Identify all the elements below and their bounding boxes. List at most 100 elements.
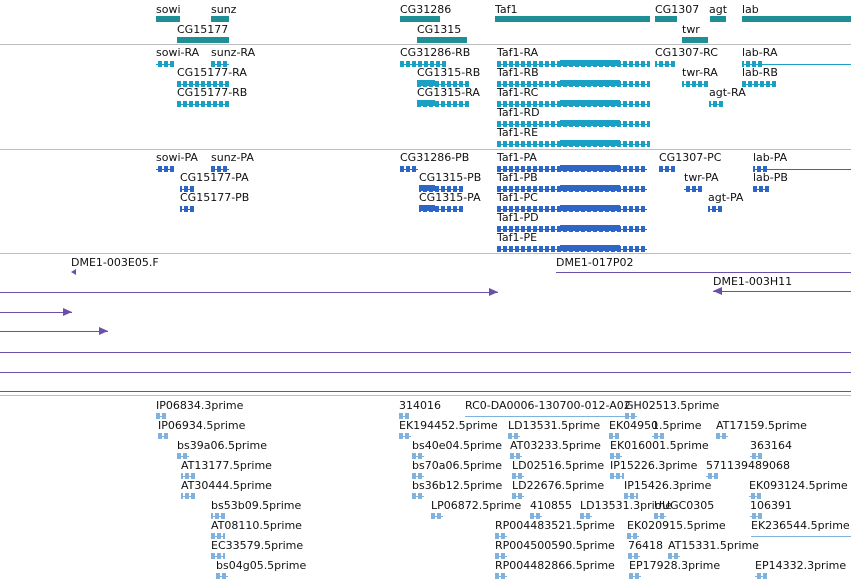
transcripts-label-taf1-ra[interactable]: Taf1-RA (497, 46, 539, 59)
genes-label-sunz[interactable]: sunz (211, 3, 237, 16)
ests-label-ip15226-3prime[interactable]: IP15226.3prime (610, 459, 698, 472)
ests-label-at03233-5prime[interactable]: AT03233.5prime (510, 439, 601, 452)
gene-cg15177[interactable] (177, 37, 229, 43)
est-ld02516-5prime[interactable] (512, 473, 524, 479)
protein-sunz-pa[interactable] (211, 166, 229, 172)
proteins-label-twr-pa[interactable]: twr-PA (684, 171, 719, 184)
transcript-twr-ra[interactable] (682, 81, 708, 87)
est-uugc0305[interactable] (654, 513, 666, 519)
proteins-label-taf1-pa[interactable]: Taf1-PA (497, 151, 537, 164)
ests-label-bs36b12-5prime[interactable]: bs36b12.5prime (412, 479, 503, 492)
gene-twr[interactable] (682, 37, 708, 43)
ests-label-at15331-5prime[interactable]: AT15331.5prime (668, 539, 759, 552)
est-ek194452-5prime[interactable] (399, 433, 411, 439)
est-76418[interactable] (628, 553, 640, 559)
proteins-label-cg1307-pc[interactable]: CG1307-PC (659, 151, 722, 164)
est-ek016001-5prime[interactable] (610, 453, 622, 459)
est-ep14332-3prime[interactable] (755, 573, 767, 579)
est-ek236544-5prime[interactable] (751, 536, 851, 537)
est-rp004483521-5prime[interactable] (495, 533, 507, 539)
ests-label-bs39a06-5prime[interactable]: bs39a06.5prime (177, 439, 267, 452)
transcript-cg15177-rb[interactable] (177, 101, 229, 107)
ests-label-at30444-5prime[interactable]: AT30444.5prime (181, 479, 272, 492)
est-rp004500590-5prime[interactable] (495, 553, 507, 559)
ests-label-ek236544-5prime[interactable]: EK236544.5prime (751, 519, 850, 532)
proteins-label-taf1-pc[interactable]: Taf1-PC (497, 191, 538, 204)
gene-taf1[interactable] (495, 16, 650, 22)
proteins-label-cg31286-pb[interactable]: CG31286-PB (400, 151, 470, 164)
transcript-cg31286-rb[interactable] (400, 61, 446, 67)
est-bs39a06-5prime[interactable] (177, 453, 189, 459)
ests-label-bs40e04-5prime[interactable]: bs40e04.5prime (412, 439, 503, 452)
ests-label-bs70a06-5prime[interactable]: bs70a06.5prime (412, 459, 502, 472)
protein-lab-pb[interactable] (753, 186, 769, 192)
genes-label-sowi[interactable]: sowi (156, 3, 181, 16)
transcript-sunz-ra[interactable] (211, 61, 229, 67)
est-bs53b09-5prime[interactable] (211, 513, 225, 519)
gene-lab[interactable] (742, 16, 851, 22)
gene-cg1307[interactable] (655, 16, 677, 22)
genes-label-twr[interactable]: twr (682, 23, 700, 36)
est-ld13531-3prime[interactable] (580, 513, 592, 519)
est-ip06834-3prime[interactable] (156, 413, 166, 419)
est-gh02513-5prime[interactable] (625, 413, 637, 419)
clone-row-1[interactable] (0, 292, 498, 293)
clone-row-4[interactable] (0, 352, 851, 353)
clones-label-dme1-003e05-f[interactable]: DME1-003E05.F (71, 256, 159, 269)
gene-cg1315[interactable] (417, 37, 467, 43)
ests-label-ld22676-5prime[interactable]: LD22676.5prime (512, 479, 605, 492)
genes-label-cg1307[interactable]: CG1307 (655, 3, 700, 16)
est-lp06872-5prime[interactable] (431, 513, 443, 519)
est-ep17928-3prime[interactable] (629, 573, 641, 579)
proteins-label-taf1-pe[interactable]: Taf1-PE (497, 231, 538, 244)
clone-dme1-017p02[interactable] (556, 272, 851, 273)
ests-label-gh02513-5prime[interactable]: GH02513.5prime (625, 399, 720, 412)
ests-label-106391[interactable]: 106391 (750, 499, 792, 512)
ests-label-ek194452-5prime[interactable]: EK194452.5prime (399, 419, 498, 432)
est-bs40e04-5prime[interactable] (412, 453, 424, 459)
transcript-sowi-ra[interactable] (156, 61, 174, 67)
transcripts-label-sunz-ra[interactable]: sunz-RA (211, 46, 256, 59)
proteins-label-sowi-pa[interactable]: sowi-PA (156, 151, 198, 164)
proteins-label-cg15177-pb[interactable]: CG15177-PB (180, 191, 250, 204)
est-bs04g05-5prime[interactable] (216, 573, 228, 579)
clone-row-2[interactable] (0, 312, 72, 313)
est-ip15226-3prime[interactable] (610, 473, 624, 479)
est-ld22676-5prime[interactable] (512, 493, 524, 499)
est-rc0-da0006-130700-012-a02[interactable] (465, 416, 625, 417)
transcripts-label-cg15177-rb[interactable]: CG15177-RB (177, 86, 248, 99)
clone-row-3[interactable] (0, 331, 108, 332)
protein-twr-pa[interactable] (684, 186, 702, 192)
proteins-label-cg15177-pa[interactable]: CG15177-PA (180, 171, 249, 184)
protein-cg31286-pb[interactable] (400, 166, 418, 172)
ests-label-rp004482866-5prime[interactable]: RP004482866.5prime (495, 559, 615, 572)
ests-label-ek020915-5prime[interactable]: EK020915.5prime (627, 519, 726, 532)
est-ek04950[interactable] (609, 433, 619, 439)
clones-label-dme1-003h11[interactable]: DME1-003H11 (713, 275, 793, 288)
ests-label-76418[interactable]: 76418 (628, 539, 663, 552)
est-at08110-5prime[interactable] (211, 533, 225, 539)
ests-label-571139489068[interactable]: 571139489068 (706, 459, 790, 472)
gene-agt[interactable] (710, 16, 726, 22)
est-at30444-5prime[interactable] (181, 493, 195, 499)
transcript-cg1315-rb[interactable] (417, 81, 469, 87)
protein-cg1315-pa[interactable] (419, 206, 463, 212)
est-bs70a06-5prime[interactable] (412, 473, 424, 479)
transcript-lab-ra[interactable] (742, 61, 762, 67)
est-ip06934-5prime[interactable] (158, 433, 168, 439)
est-bs36b12-5prime[interactable] (412, 493, 424, 499)
ests-label-ek016001-5prime[interactable]: EK016001.5prime (610, 439, 709, 452)
est-ek093124-5prime[interactable] (749, 493, 761, 499)
ests-label-at13177-5prime[interactable]: AT13177.5prime (181, 459, 272, 472)
est-at03233-5prime[interactable] (510, 453, 522, 459)
genes-label-cg31286[interactable]: CG31286 (400, 3, 452, 16)
ests-label-uugc0305[interactable]: UUGC0305 (654, 499, 715, 512)
est-rp004482866-5prime[interactable] (495, 573, 507, 579)
ests-label-ld02516-5prime[interactable]: LD02516.5prime (512, 459, 605, 472)
transcripts-label-taf1-rc[interactable]: Taf1-RC (497, 86, 539, 99)
ests-label-ek04950[interactable]: EK04950 (609, 419, 659, 432)
ests-label-363164[interactable]: 363164 (750, 439, 792, 452)
transcripts-label-lab-ra[interactable]: lab-RA (742, 46, 778, 59)
transcripts-label-taf1-rb[interactable]: Taf1-RB (497, 66, 539, 79)
